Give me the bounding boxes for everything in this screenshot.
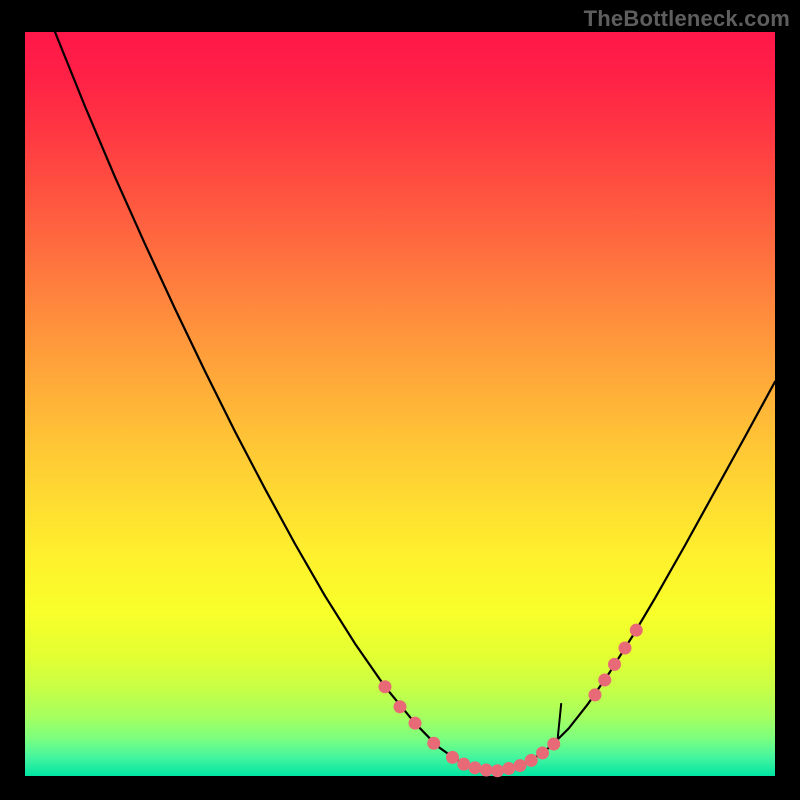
marker-dot (525, 754, 538, 767)
marker-dot (547, 738, 560, 751)
marker-dot (457, 758, 470, 771)
marker-dot (536, 746, 549, 759)
marker-dot (630, 624, 643, 637)
plot-background (25, 32, 775, 776)
marker-dot (394, 700, 407, 713)
marker-dot (589, 688, 602, 701)
marker-dot (491, 764, 504, 777)
marker-dot (446, 751, 459, 764)
marker-dot (619, 642, 632, 655)
marker-dot (480, 764, 493, 777)
marker-dot (379, 680, 392, 693)
marker-dot (598, 674, 611, 687)
marker-dot (502, 762, 515, 775)
marker-dot (514, 759, 527, 772)
chart-svg (0, 0, 800, 800)
bottleneck-chart: TheBottleneck.com (0, 0, 800, 800)
marker-dot (427, 737, 440, 750)
marker-dot (409, 717, 422, 730)
marker-dot (469, 761, 482, 774)
marker-dot (608, 658, 621, 671)
